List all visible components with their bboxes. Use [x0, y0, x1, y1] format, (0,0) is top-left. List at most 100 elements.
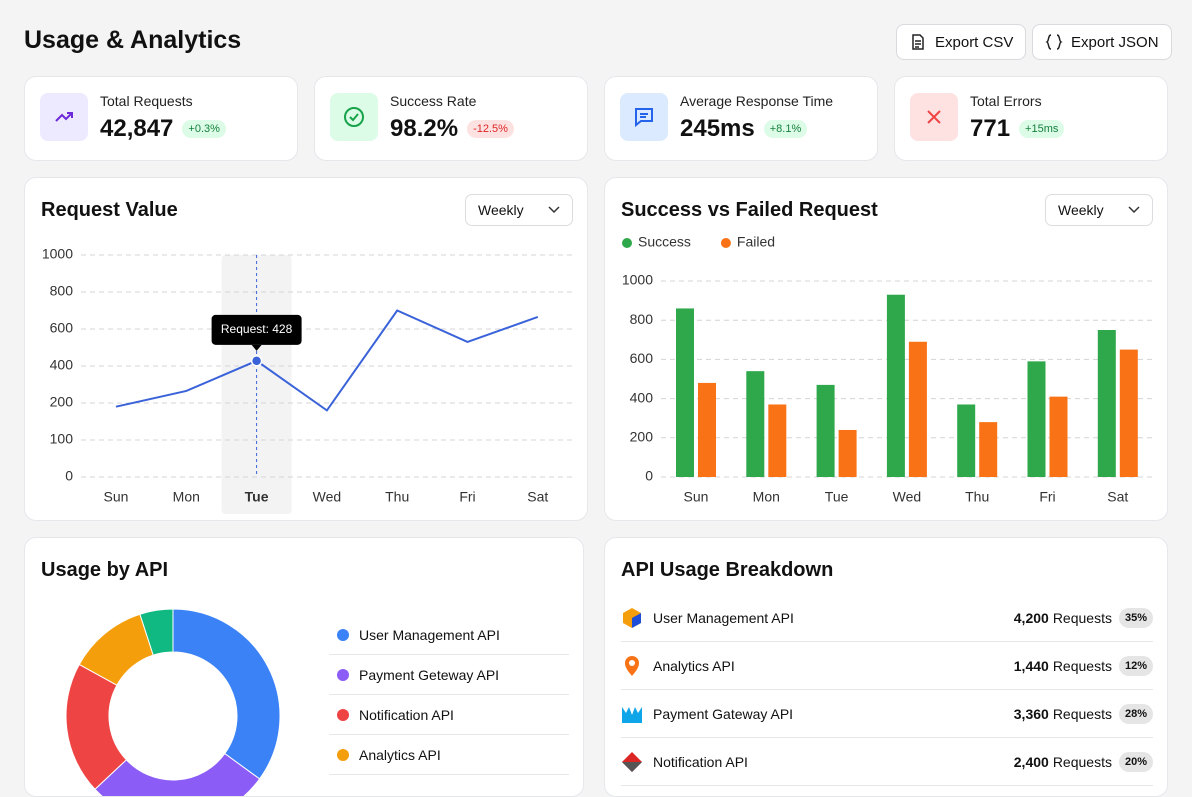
- line-chart-card: Request Value Weekly 0 100 200 400 600 800 100…: [24, 177, 588, 521]
- card-title: API Usage Breakdown: [621, 559, 834, 581]
- y-tick-label: 200: [630, 429, 654, 445]
- y-tick-label: 1000: [42, 246, 73, 262]
- chart-title: Usage by API: [41, 559, 169, 581]
- stat-icon: [40, 93, 88, 141]
- y-tick-label: 0: [65, 468, 73, 484]
- x-tick-label: Wed: [313, 489, 342, 505]
- share-pill: 28%: [1118, 703, 1153, 724]
- legend-label: Failed: [737, 234, 775, 250]
- legend-label: Payment Geteway API: [359, 666, 500, 683]
- period-dropdown[interactable]: Weekly: [465, 194, 573, 226]
- y-tick-label: 800: [630, 311, 654, 327]
- bar: [816, 384, 835, 477]
- line-series: [115, 309, 539, 412]
- share-pill: 20%: [1118, 751, 1153, 772]
- x-tick-label: Sat: [1107, 489, 1128, 505]
- api-icon: [625, 655, 639, 676]
- request-count: 3,360: [1013, 705, 1049, 722]
- stat-card: Average Response Time 245ms +8.1%: [604, 76, 878, 161]
- page: Usage dashboard {"header": {"title": "Us…: [24, 24, 1172, 797]
- legend-dot: [720, 238, 731, 248]
- x-tick-label: Sun: [104, 489, 129, 505]
- stat-label: Total Requests: [100, 93, 193, 109]
- bar: [1119, 349, 1138, 477]
- period-dropdown[interactable]: Weekly: [1045, 194, 1153, 226]
- chart-title: Request Value: [41, 199, 178, 221]
- bar: [746, 371, 765, 477]
- legend-label: User Management API: [359, 626, 500, 643]
- y-tick-label: 800: [50, 283, 74, 299]
- bar: [676, 308, 694, 477]
- bar-chart: 0 200 400 600 800 1000 Success Failed Sun Mon Tue W…: [622, 234, 1153, 505]
- stat-value: 98.2%: [390, 115, 459, 142]
- stat-value: 245ms: [680, 115, 755, 142]
- share-pill: 12%: [1118, 655, 1153, 676]
- y-tick-label: 600: [50, 320, 74, 336]
- stat-icon: [620, 93, 668, 141]
- api-icon: [622, 751, 642, 772]
- api-icon: [623, 607, 641, 628]
- y-tick-label: 0: [645, 468, 653, 484]
- legend-dot: [337, 748, 349, 761]
- button-label: Export JSON: [1071, 33, 1159, 51]
- pie-chart-card: Usage by API User Management API Payment …: [24, 537, 584, 797]
- bar: [1027, 361, 1046, 477]
- request-count: 1,440: [1013, 657, 1049, 674]
- request-unit: Requests: [1052, 657, 1112, 674]
- legend-dot: [337, 668, 349, 681]
- legend-label: Notification API: [359, 706, 454, 723]
- stat-value: 42,847: [100, 115, 174, 142]
- legend-item: Payment Geteway API: [329, 655, 569, 695]
- tooltip-arrow: [251, 344, 262, 351]
- stat-icon: [910, 93, 958, 141]
- legend-dot: [337, 628, 349, 641]
- legend-dot: [337, 708, 349, 721]
- export-json-button[interactable]: Export JSON: [1032, 24, 1172, 60]
- breakdown-card: API Usage Breakdown User Management API 4…: [604, 537, 1168, 797]
- request-count: 2,400: [1013, 753, 1049, 770]
- api-name: Notification API: [653, 753, 748, 770]
- y-tick-label: 1000: [622, 272, 653, 288]
- export-csv-button[interactable]: Export CSV: [896, 24, 1027, 60]
- stat-label: Success Rate: [390, 93, 477, 109]
- bar: [1049, 396, 1068, 477]
- x-tick-label: Sat: [527, 489, 548, 505]
- legend-label: Success: [638, 234, 691, 250]
- dropdown-label: Weekly: [1058, 202, 1104, 218]
- bar-chart-card: Success vs Failed Request Weekly 0 200 400…: [604, 177, 1168, 521]
- bar: [838, 429, 857, 477]
- stat-change: +8.1%: [763, 120, 808, 138]
- x-tick-label: Sun: [684, 489, 709, 505]
- bar: [979, 422, 998, 477]
- stat-value: 771: [970, 115, 1011, 142]
- request-unit: Requests: [1052, 705, 1112, 722]
- breakdown-row: Notification API 2,400 Requests 20%: [621, 738, 1153, 786]
- stat-card: Total Requests 42,847 +0.3%: [24, 76, 298, 161]
- api-name: Payment Gateway API: [653, 705, 794, 722]
- stat-change: +0.3%: [182, 120, 226, 138]
- y-tick-label: 100: [50, 431, 74, 447]
- breakdown-row: Payment Gateway API 3,360 Requests 28%: [621, 690, 1153, 738]
- breakdown-row: User Management API 4,200 Requests 35%: [621, 594, 1153, 642]
- y-tick-label: 600: [630, 350, 654, 366]
- x-tick-label: Tue: [245, 489, 269, 505]
- share-pill: 35%: [1118, 607, 1153, 628]
- x-tick-label: Thu: [965, 489, 989, 505]
- y-tick-label: 400: [630, 389, 654, 405]
- legend-item: Notification API: [329, 695, 569, 735]
- stat-change: +15ms: [1019, 120, 1065, 138]
- stat-icon: [330, 93, 378, 141]
- y-tick-label: 400: [50, 357, 74, 373]
- stat-card: Success Rate 98.2% -12.5%: [314, 76, 588, 161]
- x-tick-label: Fri: [459, 489, 475, 505]
- stat-label: Total Errors: [970, 93, 1042, 109]
- legend-dot: [622, 238, 632, 248]
- point: [250, 355, 263, 367]
- dropdown-label: Weekly: [478, 202, 524, 218]
- x-tick-label: Wed: [893, 489, 922, 505]
- bar: [698, 382, 716, 477]
- request-unit: Requests: [1052, 753, 1112, 770]
- page-title: Usage & Analytics: [24, 26, 242, 54]
- chart-title: Success vs Failed Request: [621, 199, 878, 221]
- y-tick-label: 200: [50, 394, 74, 410]
